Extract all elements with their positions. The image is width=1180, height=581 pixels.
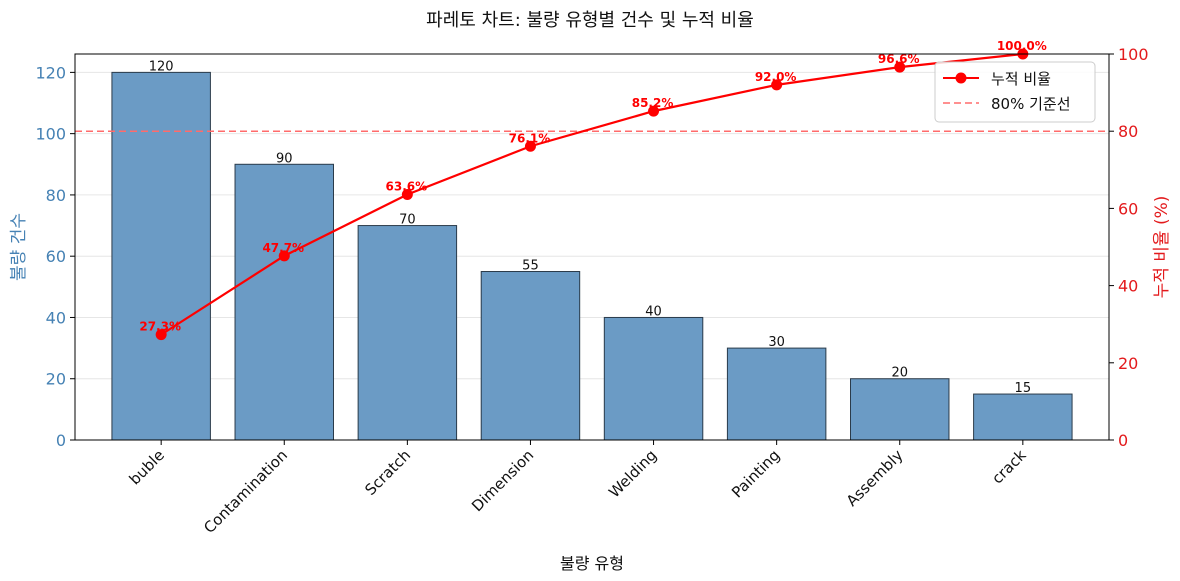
- chart-title: 파레토 차트: 불량 유형별 건수 및 누적 비율: [426, 10, 754, 31]
- x-tick-label: crack: [988, 446, 1030, 488]
- x-axis-ticks: buble Contamination Scratch Dimension Weldin…: [126, 440, 1030, 537]
- x-tick-label: buble: [126, 446, 168, 488]
- bar-value-label: 20: [891, 366, 908, 381]
- bar: [973, 393, 1073, 441]
- right-tick-label: 0: [1118, 431, 1128, 450]
- cumulative-pct-label: 47.7%: [262, 241, 304, 255]
- cumulative-pct-label: 27.3%: [139, 320, 181, 334]
- cumulative-pct-label: 92.0%: [755, 70, 797, 84]
- cumulative-point: [648, 105, 660, 117]
- cumulative-pct-label: 96.6%: [878, 52, 920, 66]
- bar-value-labels: 120 90 70 55 40 30 20 15: [149, 59, 1031, 396]
- left-tick-label: 20: [46, 370, 66, 389]
- bar-value-label: 120: [149, 59, 174, 74]
- bar-value-label: 70: [399, 213, 416, 228]
- bar: [726, 347, 827, 441]
- bar-value-label: 40: [645, 304, 662, 319]
- cumulative-pct-labels: 27.3% 47.7% 63.6% 76.1% 85.2% 92.0% 96.6% 100.0…: [139, 39, 1046, 334]
- cumulative-point: [278, 250, 290, 262]
- legend: 누적 비율 80% 기준선: [934, 61, 1096, 123]
- bar-value-label: 55: [522, 259, 539, 274]
- bars: [111, 71, 1073, 441]
- cumulative-point: [524, 140, 536, 152]
- cumulative-pct-label: 76.1%: [509, 131, 551, 145]
- bar-value-label: 15: [1015, 381, 1032, 396]
- right-tick-label: 40: [1118, 277, 1138, 296]
- legend-refline-label: 80% 기준선: [991, 95, 1071, 113]
- bar: [111, 71, 211, 441]
- x-tick-label: Welding: [605, 446, 660, 501]
- left-axis-ticks: 0 20 40 60 80 100 120: [35, 63, 75, 450]
- left-tick-label: 80: [46, 186, 66, 205]
- bar: [357, 225, 458, 441]
- cumulative-point: [401, 189, 413, 201]
- x-tick-label: Contamination: [200, 446, 291, 537]
- right-axis-label: 누적 비율 (%): [1152, 196, 1172, 299]
- bar: [480, 271, 581, 441]
- left-axis-label: 불량 건수: [9, 213, 29, 281]
- x-tick-label: Dimension: [468, 446, 537, 515]
- right-tick-label: 80: [1118, 122, 1138, 141]
- cumulative-pct-label: 85.2%: [632, 96, 674, 110]
- x-tick-label: Painting: [728, 446, 783, 501]
- x-tick-label: Assembly: [843, 446, 907, 510]
- bar-value-label: 30: [768, 335, 785, 350]
- left-tick-label: 0: [56, 431, 66, 450]
- bar: [850, 378, 950, 441]
- plot-frame: [74, 53, 1110, 441]
- right-tick-label: 60: [1118, 199, 1138, 218]
- x-tick-label: Scratch: [361, 446, 414, 499]
- left-tick-label: 40: [46, 308, 66, 327]
- cumulative-line: [160, 52, 1023, 336]
- left-tick-label: 120: [35, 63, 66, 82]
- right-axis-ticks: 0 20 40 60 80 100: [1109, 45, 1149, 450]
- right-tick-label: 100: [1118, 45, 1149, 64]
- left-tick-label: 60: [46, 247, 66, 266]
- cumulative-point: [155, 329, 167, 341]
- cumulative-point: [894, 61, 906, 73]
- cumulative-pct-label: 100.0%: [997, 39, 1047, 53]
- cumulative-pct-label: 63.6%: [386, 180, 428, 194]
- bar: [603, 316, 704, 441]
- bar-value-label: 90: [276, 151, 293, 166]
- legend-cumulative-label: 누적 비율: [991, 70, 1051, 88]
- right-tick-label: 20: [1118, 354, 1138, 373]
- cumulative-line-group: [155, 48, 1029, 341]
- x-axis-label: 불량 유형: [560, 554, 624, 573]
- left-tick-label: 100: [35, 125, 66, 144]
- legend-marker-swatch: [955, 72, 967, 84]
- cumulative-point: [771, 79, 783, 91]
- bar: [234, 163, 334, 441]
